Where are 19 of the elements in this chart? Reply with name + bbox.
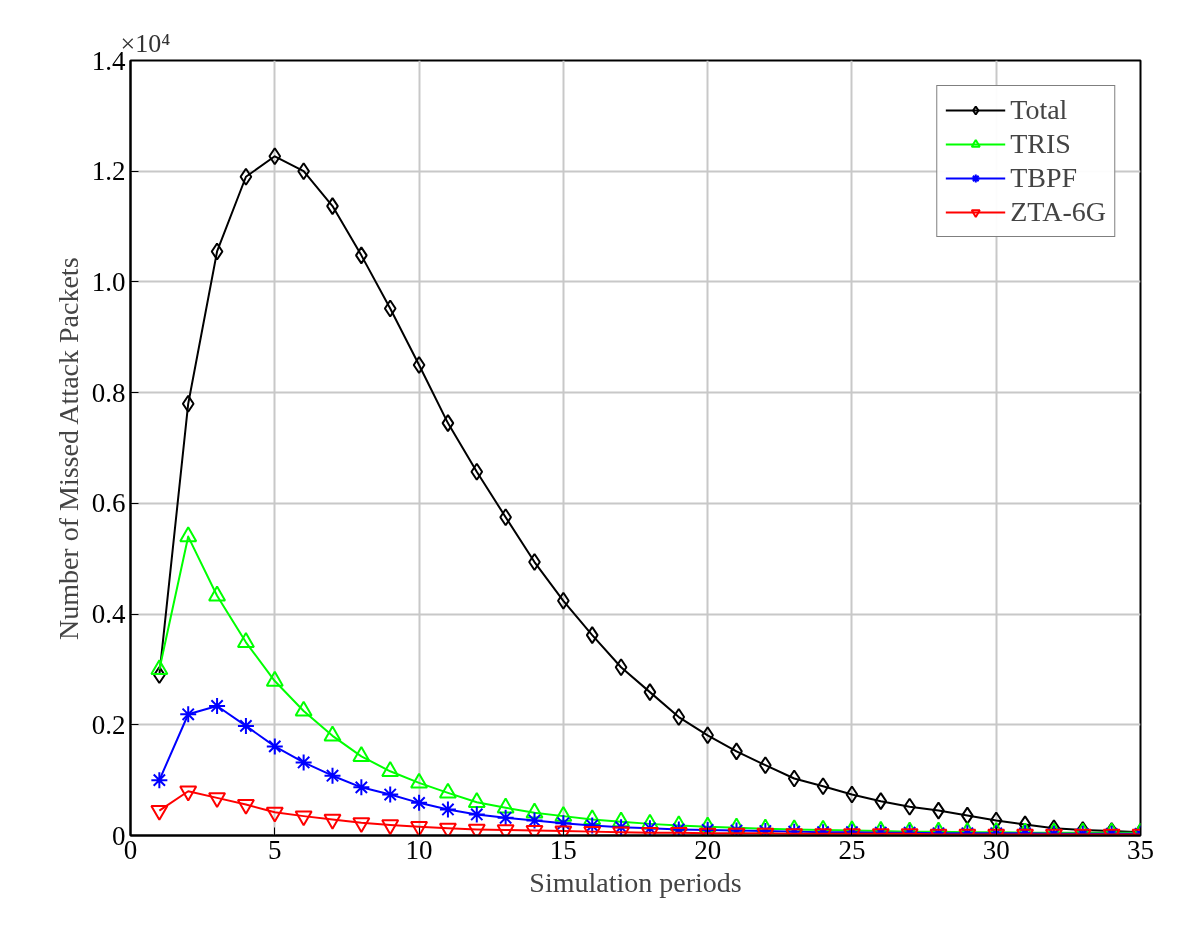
y-tick-label: 1.2: [91, 156, 126, 187]
legend-label: ZTA-6G: [1010, 196, 1106, 228]
legend-label: TRIS: [1010, 128, 1071, 160]
x-tick-label: 25: [838, 834, 866, 865]
legend-label: TBPF: [1010, 162, 1078, 194]
x-tick-label: 15: [549, 834, 577, 865]
x-axis-title: Simulation periods: [529, 866, 742, 898]
y-tick-label: 1.0: [91, 266, 126, 297]
x-tick-label: 30: [982, 834, 1010, 865]
x-tick-label: 5: [268, 834, 282, 865]
y-tick-label: 0.6: [91, 488, 126, 519]
y-tick-label: 0.2: [91, 709, 126, 740]
y-tick-label: 0.8: [91, 377, 126, 408]
y-axis-title: Number of Missed Attack Packets: [52, 257, 84, 641]
legend-label: Total: [1010, 94, 1068, 126]
x-tick-label: 10: [405, 834, 433, 865]
x-tick-label: 20: [694, 834, 722, 865]
y-tick-label: 0.4: [91, 599, 126, 630]
x-tick-label: 35: [1127, 834, 1154, 865]
